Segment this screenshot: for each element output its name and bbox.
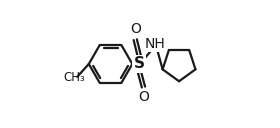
Text: CH₃: CH₃: [63, 71, 85, 84]
Text: O: O: [138, 90, 149, 104]
Text: NH: NH: [144, 37, 165, 51]
Text: S: S: [134, 56, 145, 72]
Text: O: O: [130, 22, 141, 36]
